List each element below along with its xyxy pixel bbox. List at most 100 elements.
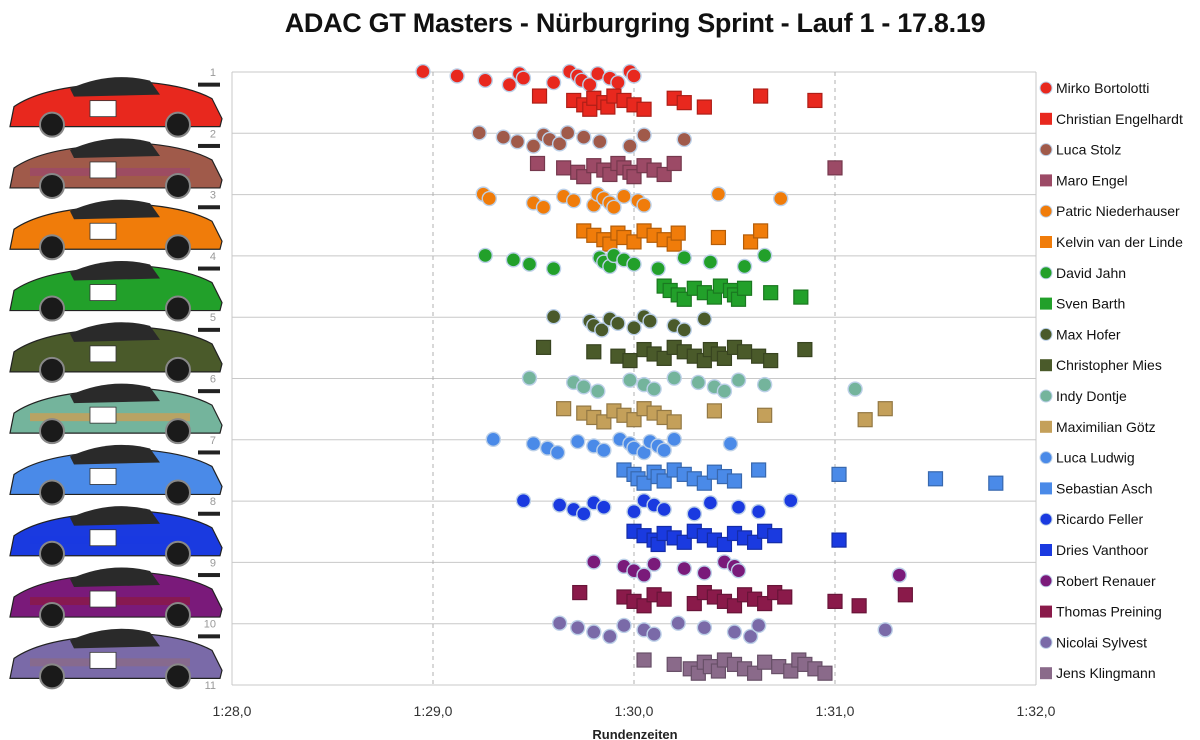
legend-label: Jens Klingmann xyxy=(1056,665,1156,681)
data-point xyxy=(676,249,692,266)
data-point xyxy=(570,619,586,636)
car-window xyxy=(70,628,160,649)
y-axis-ticks: 1 2 3 4 5 6 7 8 9 10 11 xyxy=(204,67,216,692)
data-point xyxy=(576,129,592,145)
car-images xyxy=(9,77,223,690)
data-point xyxy=(666,656,682,673)
car-wing xyxy=(198,327,220,332)
data-point xyxy=(763,352,779,369)
data-point xyxy=(515,70,532,86)
data-point xyxy=(495,129,512,145)
y-tick-label: 8 xyxy=(210,496,216,508)
car-wheel xyxy=(39,663,65,690)
data-point xyxy=(666,414,682,430)
data-point xyxy=(602,628,618,645)
data-point xyxy=(535,199,552,216)
data-point xyxy=(551,497,568,513)
data-point xyxy=(636,197,652,213)
data-point xyxy=(857,412,873,428)
data-point xyxy=(730,372,747,388)
data-point xyxy=(477,72,493,89)
data-point xyxy=(763,285,779,301)
legend-label: David Jahn xyxy=(1056,265,1126,281)
legend-item: Robert Renauer xyxy=(1039,573,1156,589)
car-number-plate xyxy=(89,284,117,301)
data-point xyxy=(636,567,652,583)
data-point xyxy=(676,95,692,111)
x-tick-label: 1:29,0 xyxy=(414,703,453,719)
data-point xyxy=(592,133,608,150)
data-point xyxy=(710,186,727,202)
car-image xyxy=(9,260,223,322)
data-point xyxy=(927,471,944,487)
series-7 xyxy=(656,278,809,307)
data-point xyxy=(626,320,642,336)
data-point xyxy=(646,626,662,642)
car-window xyxy=(70,77,160,97)
data-point xyxy=(736,344,753,360)
car-number-plate xyxy=(89,406,117,424)
data-point xyxy=(471,125,487,141)
data-point xyxy=(642,313,658,329)
data-point xyxy=(730,563,747,579)
data-point xyxy=(596,442,612,459)
car-number-plate xyxy=(89,651,117,669)
car-wheel xyxy=(165,663,191,690)
legend-marker xyxy=(1039,635,1053,649)
data-point xyxy=(827,160,843,176)
car-wheel xyxy=(165,418,191,445)
data-point xyxy=(656,591,672,607)
legend-item: Kelvin van der Linde xyxy=(1040,234,1183,250)
data-point xyxy=(696,565,713,581)
legend-label: Luca Ludwig xyxy=(1056,450,1135,466)
data-point xyxy=(656,501,672,518)
legend-item: David Jahn xyxy=(1039,265,1126,281)
data-point xyxy=(549,444,566,461)
data-point xyxy=(807,92,823,109)
data-point xyxy=(616,188,632,205)
car-image xyxy=(9,506,223,567)
data-point xyxy=(449,68,465,84)
legend-label: Maro Engel xyxy=(1056,172,1128,188)
legend-marker xyxy=(1040,112,1052,125)
data-point xyxy=(757,407,773,423)
car-window xyxy=(70,444,160,465)
data-point xyxy=(545,260,562,277)
car-wing xyxy=(198,143,220,148)
car-wing xyxy=(198,634,220,639)
data-point xyxy=(485,431,501,448)
legend-marker xyxy=(1040,174,1052,187)
car-window xyxy=(70,506,160,526)
data-point xyxy=(817,665,833,681)
legend-marker xyxy=(1040,359,1052,372)
legend: Mirko Bortolotti Christian Engelhardt Luca… xyxy=(1039,80,1183,681)
legend-item: Thomas Preining xyxy=(1040,604,1162,620)
data-point xyxy=(753,88,769,104)
data-point xyxy=(851,598,867,614)
car-wing xyxy=(198,82,220,87)
data-point xyxy=(696,619,713,636)
series-14 xyxy=(515,492,799,522)
car-wheel xyxy=(39,295,65,322)
car-wing xyxy=(198,573,220,578)
car-wheel xyxy=(39,418,65,445)
car-image xyxy=(9,138,223,199)
car-window xyxy=(70,199,160,220)
legend-item: Luca Stolz xyxy=(1039,142,1121,158)
data-point xyxy=(551,136,568,152)
car-wing xyxy=(198,389,220,394)
data-points xyxy=(415,63,1004,681)
car-wheel xyxy=(39,479,65,506)
data-point xyxy=(415,63,431,80)
car-window xyxy=(70,260,160,281)
data-point xyxy=(783,492,799,509)
legend-marker xyxy=(1039,143,1053,157)
chart-title: ADAC GT Masters - Nürburgring Sprint - L… xyxy=(284,8,986,38)
legend-marker xyxy=(1039,81,1053,95)
car-image xyxy=(9,444,223,506)
data-point xyxy=(551,615,568,631)
data-point xyxy=(750,617,767,634)
y-tick-label: 10 xyxy=(204,619,216,631)
car-window xyxy=(70,383,160,404)
